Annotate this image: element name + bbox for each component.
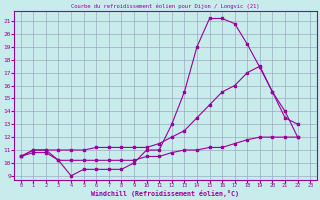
Title: Courbe du refroidissement éolien pour Dijon / Longvic (21): Courbe du refroidissement éolien pour Di…	[71, 3, 260, 9]
X-axis label: Windchill (Refroidissement éolien,°C): Windchill (Refroidissement éolien,°C)	[92, 190, 239, 197]
